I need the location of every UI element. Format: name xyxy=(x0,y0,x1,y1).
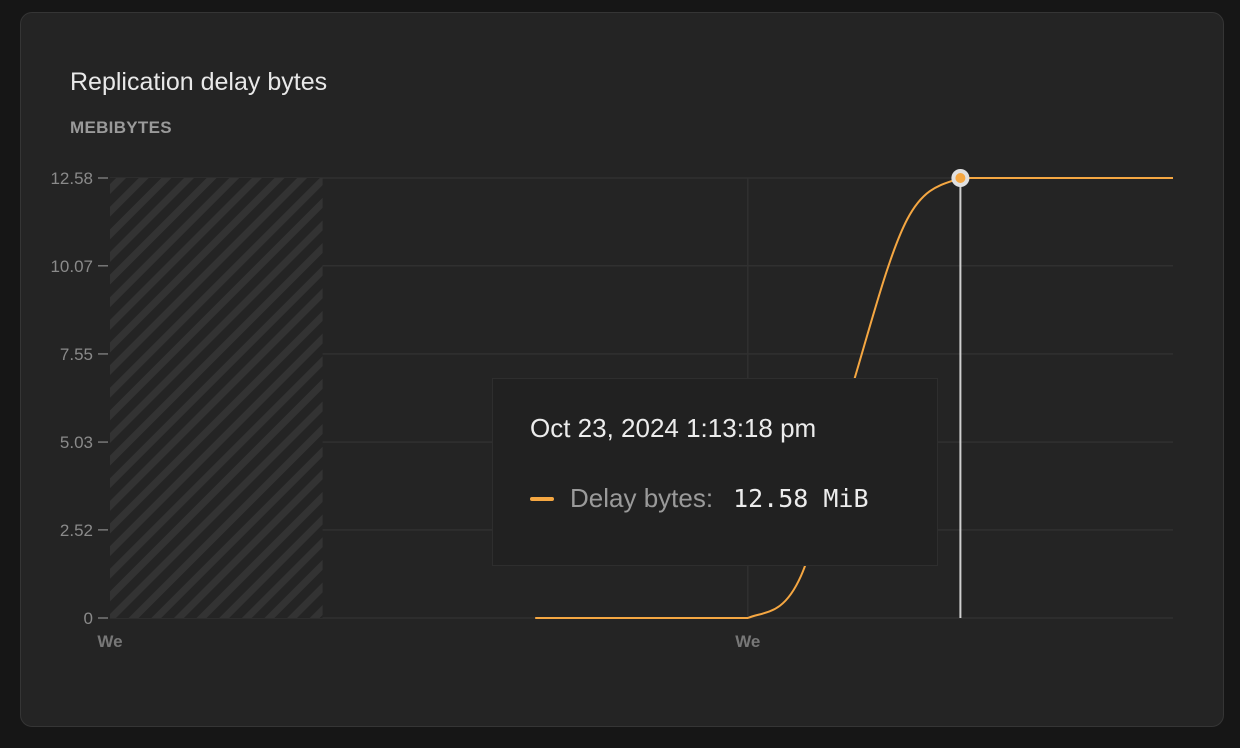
chart-tooltip: Oct 23, 2024 1:13:18 pm Delay bytes: 12.… xyxy=(492,378,938,566)
x-tick-label: We xyxy=(735,632,760,651)
tooltip-series-row: Delay bytes: 12.58 MiB xyxy=(530,483,869,514)
y-axis-unit: MEBIBYTES xyxy=(70,118,172,137)
no-data-region xyxy=(110,178,323,618)
y-tick-label: 2.52 xyxy=(60,521,93,540)
y-tick-label: 0 xyxy=(84,609,93,628)
tooltip-series-label: Delay bytes: xyxy=(570,483,714,513)
chart-title: Replication delay bytes xyxy=(70,68,328,96)
hover-point xyxy=(955,173,966,183)
x-tick-label: We xyxy=(97,632,122,651)
y-tick-label: 12.58 xyxy=(50,169,93,188)
y-tick-label: 5.03 xyxy=(60,433,93,452)
y-tick-label: 10.07 xyxy=(50,257,93,276)
tooltip-series-value: 12.58 MiB xyxy=(733,484,869,513)
y-tick-label: 7.55 xyxy=(60,345,93,364)
series-color-swatch xyxy=(530,496,554,501)
tooltip-date: Oct 23, 2024 1:13:18 pm xyxy=(530,413,817,443)
